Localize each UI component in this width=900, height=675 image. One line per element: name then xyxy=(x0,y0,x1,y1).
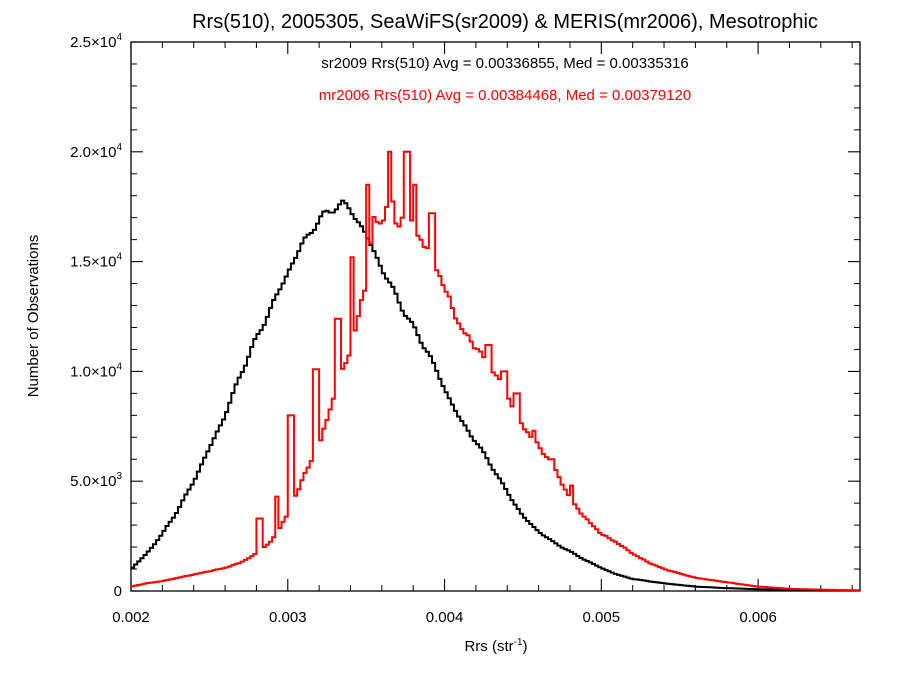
axis-ticks: 0.002 0.003 0.004 0.005 0.006 0 5.0×103 1.0×104… xyxy=(70,32,860,626)
y-tick-label-2: 1.0×104 xyxy=(70,361,122,380)
x-tick-label-0: 0.002 xyxy=(112,609,150,626)
y-tick-label-5: 2.5×104 xyxy=(70,32,122,51)
annotation-sr2009: sr2009 Rrs(510) Avg = 0.00336855, Med = … xyxy=(321,55,689,72)
series-line-1 xyxy=(131,150,860,592)
x-axis-label-main: Rrs (str xyxy=(464,638,513,655)
histogram-series xyxy=(131,150,860,592)
x-axis-label-close: ) xyxy=(523,638,528,655)
y-axis-label: Number of Observations xyxy=(25,235,42,398)
x-tick-label-3: 0.005 xyxy=(583,609,621,626)
y-tick-label-4: 2.0×104 xyxy=(70,142,122,161)
x-axis-label-sup: -1 xyxy=(514,637,523,648)
plot-frame xyxy=(130,41,861,592)
x-tick-label-2: 0.004 xyxy=(426,609,464,626)
x-tick-label-1: 0.003 xyxy=(269,609,307,626)
x-tick-label-4: 0.006 xyxy=(739,609,777,626)
y-tick-label-3: 1.5×104 xyxy=(70,252,122,271)
x-axis-label: Rrs (str-1) xyxy=(464,637,527,655)
y-tick-label-1: 5.0×103 xyxy=(70,471,122,490)
chart-title: Rrs(510), 2005305, SeaWiFS(sr2009) & MER… xyxy=(192,11,818,33)
series-line-0 xyxy=(131,199,860,592)
y-tick-label-0: 0 xyxy=(114,583,122,600)
annotation-mr2006: mr2006 Rrs(510) Avg = 0.00384468, Med = … xyxy=(319,87,692,104)
